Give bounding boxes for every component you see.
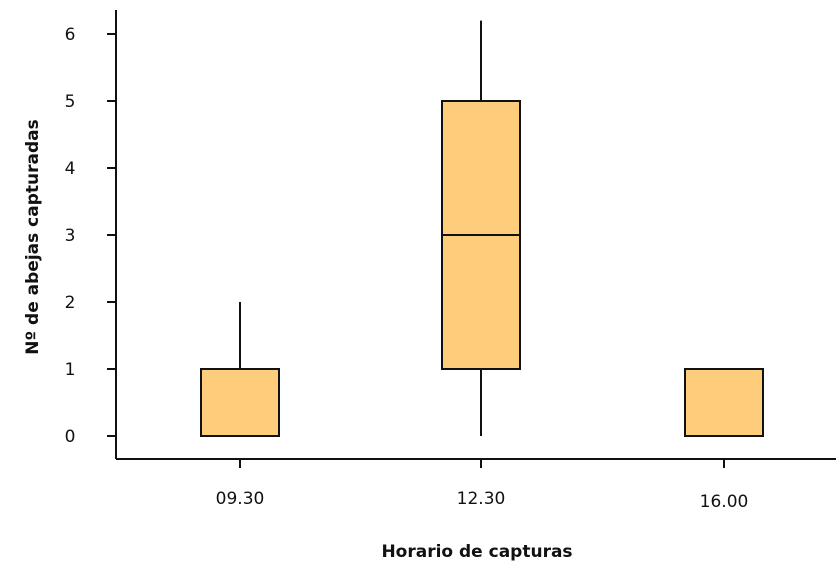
boxes xyxy=(200,20,764,437)
box-iqr xyxy=(684,368,764,437)
y-tick-label: 5 xyxy=(65,92,76,112)
box-group xyxy=(684,368,764,437)
x-tick-label: 09.30 xyxy=(216,489,265,509)
x-axis-title: Horario de capturas xyxy=(381,542,572,562)
x-tick-label: 16.00 xyxy=(700,492,749,512)
axes xyxy=(107,10,836,468)
box-group xyxy=(200,302,280,437)
y-tick-label: 4 xyxy=(65,159,76,179)
box-iqr xyxy=(200,368,280,437)
y-axis-title: Nº de abejas capturadas xyxy=(23,119,43,354)
x-tick-label: 12.30 xyxy=(457,489,506,509)
y-tick-label: 6 xyxy=(65,25,76,45)
y-tick-label: 3 xyxy=(65,226,76,246)
y-tick-label: 2 xyxy=(65,293,76,313)
box-group xyxy=(441,20,521,436)
tick-labels: 0 1 2 3 4 5 6 09.30 12.30 16.00 xyxy=(65,25,749,512)
y-tick-label: 0 xyxy=(65,427,76,447)
y-tick-label: 1 xyxy=(65,360,76,380)
